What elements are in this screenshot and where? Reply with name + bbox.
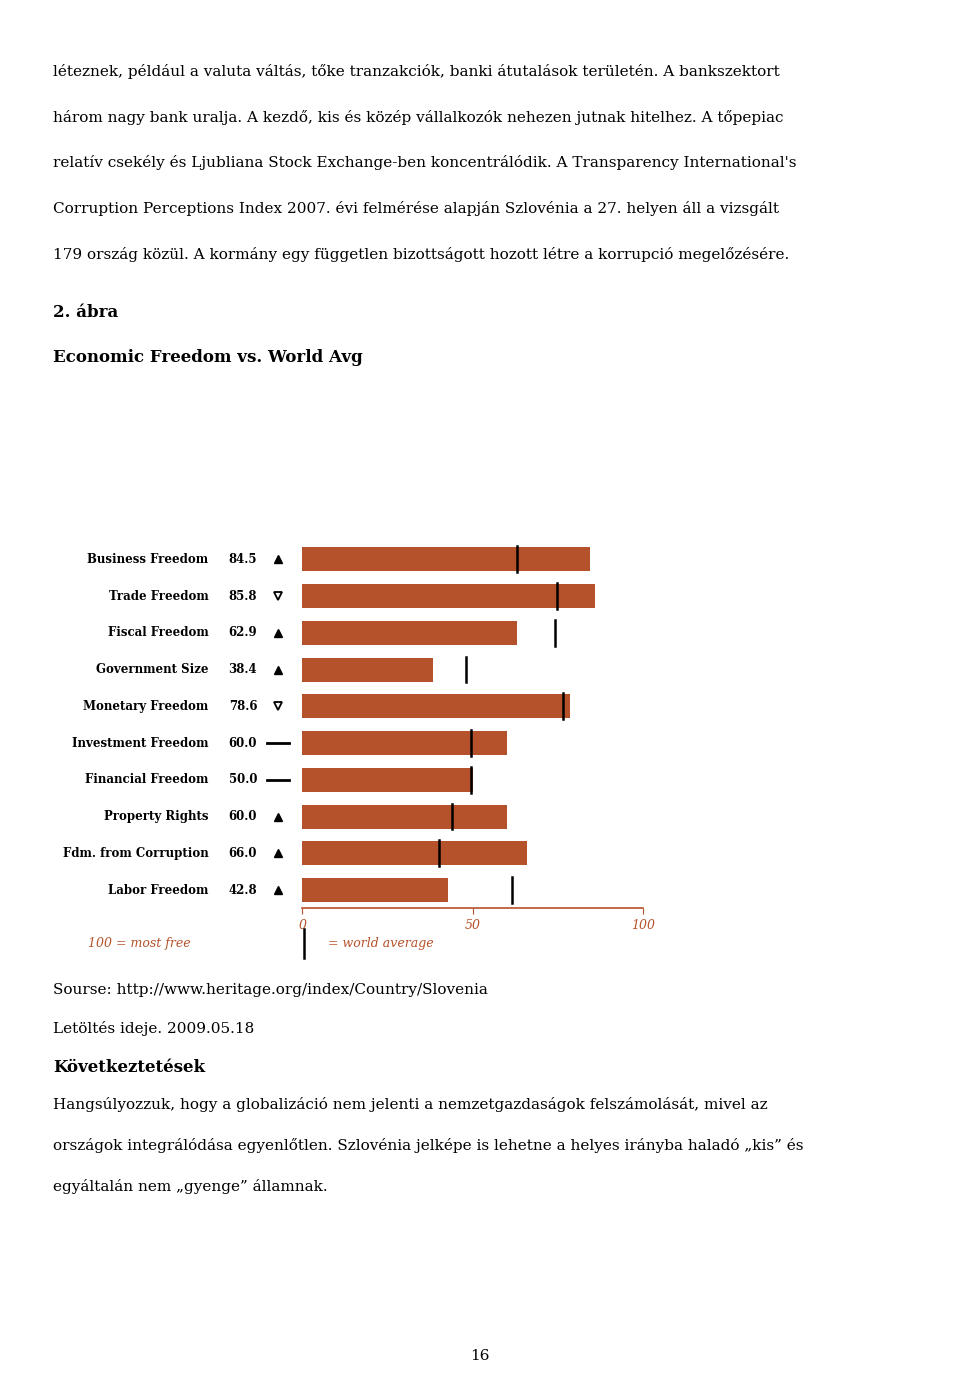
Text: 179 ország közül. A kormány egy független bizottságott hozott létre a korrupció : 179 ország közül. A kormány egy függetle… [53, 247, 789, 262]
Text: Trade Freedom: Trade Freedom [108, 589, 208, 602]
Text: Government Size: Government Size [96, 663, 208, 675]
Text: Fiscal Freedom: Fiscal Freedom [108, 627, 208, 639]
Bar [302, 695, 570, 718]
Text: Business Freedom: Business Freedom [87, 553, 208, 566]
Text: 84.5: 84.5 [228, 553, 257, 566]
Text: Sourse: http://www.heritage.org/index/Country/Slovenia: Sourse: http://www.heritage.org/index/Co… [53, 983, 488, 997]
Text: Financial Freedom: Financial Freedom [85, 774, 208, 786]
Text: Letöltés ideje. 2009.05.18: Letöltés ideje. 2009.05.18 [53, 1021, 254, 1036]
Bar [302, 584, 595, 608]
Text: Corruption Perceptions Index 2007. évi felmérése alapján Szlovénia a 27. helyen : Corruption Perceptions Index 2007. évi f… [53, 201, 779, 216]
Text: 42.8: 42.8 [228, 884, 257, 896]
Text: Monetary Freedom: Monetary Freedom [84, 700, 208, 713]
Bar [302, 657, 433, 681]
Bar [302, 768, 472, 792]
Text: léteznek, például a valuta váltás, tőke tranzakciók, banki átutalások területén.: léteznek, például a valuta váltás, tőke … [53, 64, 780, 79]
Text: 38.4: 38.4 [228, 663, 257, 675]
Text: Hangsúlyozzuk, hogy a globalizáció nem jelenti a nemzetgazdaságok felszámolását,: Hangsúlyozzuk, hogy a globalizáció nem j… [53, 1097, 767, 1112]
Text: 50.0: 50.0 [228, 774, 257, 786]
Text: Property Rights: Property Rights [104, 810, 208, 822]
Text: három nagy bank uralja. A kezdő, kis és közép vállalkozók nehezen jutnak hitelhe: három nagy bank uralja. A kezdő, kis és … [53, 110, 783, 125]
Text: 62.9: 62.9 [228, 627, 257, 639]
Text: 85.8: 85.8 [228, 589, 257, 602]
Text: 78.6: 78.6 [228, 700, 257, 713]
Bar [302, 804, 507, 828]
Bar [302, 621, 516, 645]
Text: 60.0: 60.0 [228, 810, 257, 822]
Bar [302, 731, 507, 755]
Text: országok integrálódása egyenlőtlen. Szlovénia jelképe is lehetne a helyes irányb: országok integrálódása egyenlőtlen. Szlo… [53, 1139, 804, 1153]
Bar [302, 548, 590, 571]
Text: 16: 16 [470, 1348, 490, 1363]
Bar [302, 842, 527, 865]
Text: relatív csekély és Ljubliana Stock Exchange-ben koncentrálódik. A Transparency I: relatív csekély és Ljubliana Stock Excha… [53, 155, 796, 171]
Text: 60.0: 60.0 [228, 736, 257, 749]
Text: 2. ábra: 2. ábra [53, 304, 118, 320]
Text: Investment Freedom: Investment Freedom [72, 736, 208, 749]
Text: 100 = most free: 100 = most free [88, 936, 191, 950]
Text: Következtetések: Következtetések [53, 1058, 204, 1076]
Text: = world average: = world average [328, 936, 434, 950]
Text: egyáltalán nem „gyenge” államnak.: egyáltalán nem „gyenge” államnak. [53, 1179, 327, 1194]
Text: Fdm. from Corruption: Fdm. from Corruption [62, 847, 208, 860]
Text: Labor Freedom: Labor Freedom [108, 884, 208, 896]
Bar [302, 878, 448, 902]
Text: 66.0: 66.0 [228, 847, 257, 860]
Text: Economic Freedom vs. World Avg: Economic Freedom vs. World Avg [53, 350, 363, 366]
